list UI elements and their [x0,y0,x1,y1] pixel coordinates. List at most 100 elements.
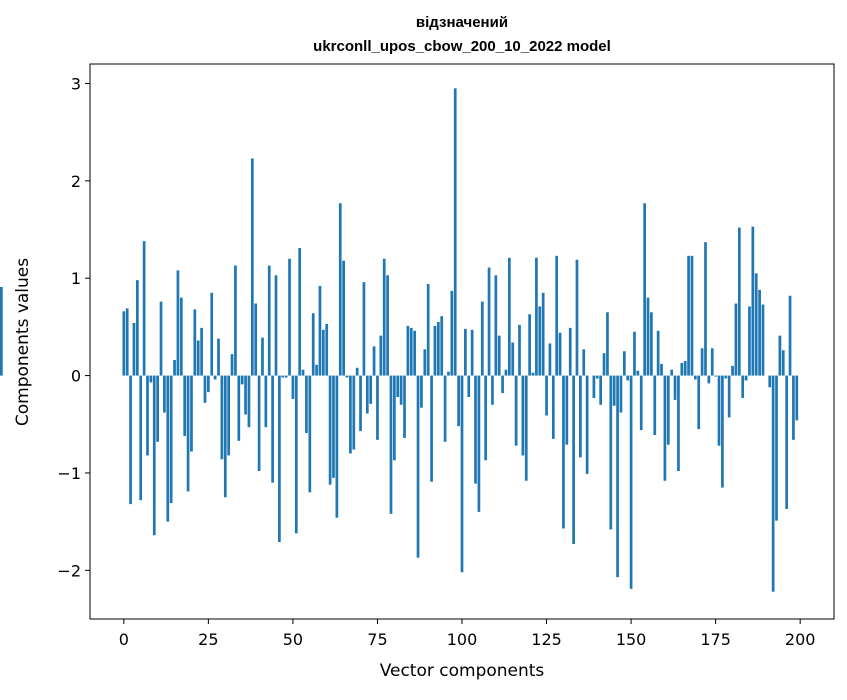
bar-69 [356,368,359,376]
bar-186 [751,227,754,376]
bar-152 [637,371,640,376]
y-tick-label-0: 0 [71,367,81,386]
bar-148 [623,351,626,375]
bar-66 [346,376,349,378]
bar-67 [349,376,352,454]
y-tick-label-3: 3 [71,74,81,93]
bar-30 [224,376,227,498]
bar-195 [782,350,785,375]
bar-13 [166,376,169,522]
x-tick-label-100: 100 [447,630,478,649]
bar-25 [207,376,210,393]
x-axis-label: Vector components [380,661,545,681]
bar-1 [126,308,129,375]
bar-112 [501,376,504,394]
bar-104 [474,376,477,484]
bar-191 [768,376,771,388]
bar-42 [265,376,268,428]
bar-50 [292,376,295,399]
bar-151 [633,332,636,376]
bar-45 [275,275,278,375]
bar-99 [457,376,460,427]
bar-51 [295,376,298,534]
bar-124 [542,293,545,376]
bar-15 [173,360,176,376]
bar-5 [139,376,142,501]
bar-81 [396,376,399,397]
bar-4 [136,280,139,375]
bar-18 [183,376,186,436]
bar-156 [650,312,653,375]
bar-196 [785,376,788,509]
x-tick-label-200: 200 [785,630,816,649]
bar-103 [471,330,474,376]
bar-105 [478,376,481,512]
bar-71 [363,282,366,375]
bar-95 [444,376,447,442]
bar-193 [775,376,778,521]
bar-35 [241,376,244,385]
bar-116 [515,376,518,446]
bar-19 [187,376,190,492]
x-tick-label-125: 125 [531,630,562,649]
x-tick-label-25: 25 [198,630,218,649]
bar-189 [762,305,765,376]
bar-199 [795,376,798,421]
bar-14 [170,376,173,504]
bar-82 [400,376,403,405]
bar-122 [535,258,538,376]
bar-187 [755,273,758,375]
bar-27 [214,376,217,380]
bar-60 [325,324,328,376]
bar-34 [237,376,240,441]
bar-159 [660,364,663,376]
bar-129 [559,333,562,376]
bar-49 [288,259,291,376]
bar-179 [728,376,731,418]
bar-55 [308,376,311,493]
bar-58 [319,286,322,376]
bar-127 [552,376,555,439]
x-tick-label-50: 50 [283,630,303,649]
bar-161 [667,376,670,445]
bar-115 [511,342,514,375]
bar-90 [427,284,430,376]
bar-23 [200,328,203,376]
bar-62 [332,376,335,478]
bar-24 [204,376,207,403]
bar-8 [150,376,153,383]
bar-178 [724,376,727,379]
bar-131 [565,376,568,445]
bar-144 [609,376,612,530]
bar-184 [745,376,748,381]
bar-128 [555,256,558,376]
bar-110 [494,275,497,375]
bar-140 [596,376,599,379]
bar-46 [278,376,281,542]
bar-101 [464,329,467,376]
bar-52 [298,248,301,376]
bar-33 [234,266,237,376]
bar-26 [210,293,213,376]
bar-100 [461,376,464,573]
bar-47 [281,376,284,378]
bar-157 [653,376,656,435]
bar-135 [579,376,582,458]
bar-173 [708,376,711,384]
bar-64 [339,203,342,375]
bar-89 [423,349,426,375]
bar-160 [664,376,667,481]
bar-143 [606,312,609,375]
bar-177 [721,376,724,488]
bar-119 [525,376,528,481]
bar-6 [143,241,146,375]
bar-136 [582,349,585,375]
bar-83 [403,376,406,438]
bar-92 [434,326,437,376]
bar-106 [481,302,484,376]
bar-180 [731,366,734,376]
bar-188 [758,290,761,376]
x-tick-label-150: 150 [616,630,647,649]
bar-145 [613,376,616,406]
bar-132 [569,328,572,376]
